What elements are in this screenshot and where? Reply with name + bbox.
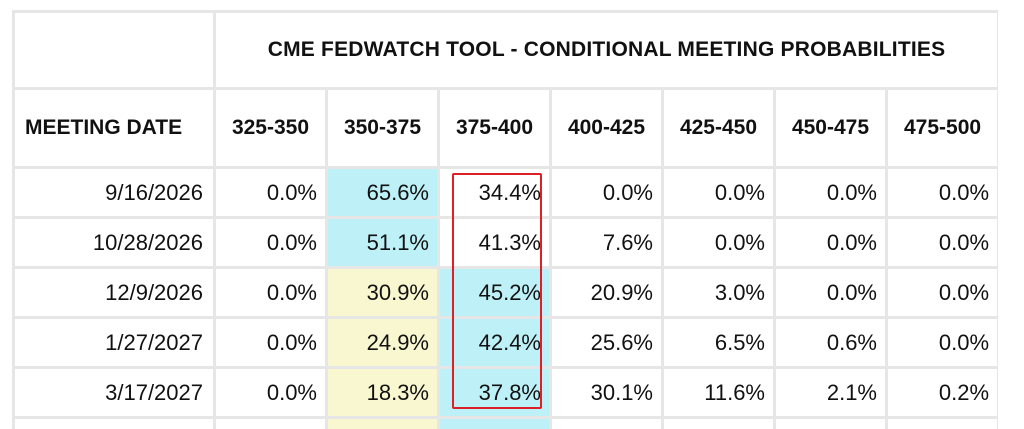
probability-cell: 0.6% [776, 319, 885, 366]
column-header-meeting-date: MEETING DATE [15, 90, 213, 166]
column-header-425-450: 425-450 [664, 90, 773, 166]
probability-cell-highlighted: 42.4% [440, 319, 549, 366]
probability-cell: 41.3% [440, 219, 549, 266]
probability-cell: 0.0% [216, 219, 325, 266]
column-header-450-475: 450-475 [776, 90, 885, 166]
probability-cell-highlighted: 65.6% [328, 169, 437, 216]
fedwatch-probability-table: CME FEDWATCH TOOL - CONDITIONAL MEETING … [12, 10, 998, 429]
table-row: 1/27/2027 0.0% 24.9% 42.4% 25.6% 6.5% 0.… [15, 319, 998, 366]
empty-cell [776, 419, 885, 429]
probability-cell: 30.1% [552, 369, 661, 416]
meeting-date-cell: 1/27/2027 [15, 319, 213, 366]
table-row: 12/9/2026 0.0% 30.9% 45.2% 20.9% 3.0% 0.… [15, 269, 998, 316]
probability-cell: 0.0% [664, 219, 773, 266]
probability-cell-highlighted: 37.8% [440, 369, 549, 416]
table-row: 3/17/2027 0.0% 18.3% 37.8% 30.1% 11.6% 2… [15, 369, 998, 416]
empty-cell [216, 419, 325, 429]
corner-cell [15, 13, 213, 87]
meeting-date-cell: 12/9/2026 [15, 269, 213, 316]
probability-cell: 0.2% [888, 369, 998, 416]
column-header-475-500: 475-500 [888, 90, 998, 166]
probability-cell-highlighted: 45.2% [440, 269, 549, 316]
probability-cell: 3.0% [664, 269, 773, 316]
column-header-375-400: 375-400 [440, 90, 549, 166]
table-row: 10/28/2026 0.0% 51.1% 41.3% 7.6% 0.0% 0.… [15, 219, 998, 266]
fedwatch-table-frame: CME FEDWATCH TOOL - CONDITIONAL MEETING … [12, 10, 998, 429]
meeting-date-cell: 3/17/2027 [15, 369, 213, 416]
probability-cell: 0.0% [664, 169, 773, 216]
column-header-400-425: 400-425 [552, 90, 661, 166]
empty-cell-highlighted [440, 419, 549, 429]
probability-cell-highlighted: 51.1% [328, 219, 437, 266]
empty-cell [888, 419, 998, 429]
probability-cell: 0.0% [216, 369, 325, 416]
probability-cell: 0.0% [888, 269, 998, 316]
probability-cell-highlighted: 18.3% [328, 369, 437, 416]
table-row-cut-off [15, 419, 998, 429]
probability-cell: 0.0% [888, 319, 998, 366]
probability-cell: 2.1% [776, 369, 885, 416]
probability-cell: 0.0% [216, 169, 325, 216]
probability-cell: 34.4% [440, 169, 549, 216]
probability-cell: 0.0% [888, 169, 998, 216]
empty-cell [552, 419, 661, 429]
probability-cell: 0.0% [216, 269, 325, 316]
probability-cell: 0.0% [552, 169, 661, 216]
empty-cell-highlighted [328, 419, 437, 429]
meeting-date-cell: 9/16/2026 [15, 169, 213, 216]
probability-cell: 25.6% [552, 319, 661, 366]
probability-cell: 6.5% [664, 319, 773, 366]
empty-cell [664, 419, 773, 429]
table-title: CME FEDWATCH TOOL - CONDITIONAL MEETING … [216, 13, 998, 87]
meeting-date-cell: 10/28/2026 [15, 219, 213, 266]
probability-cell-highlighted: 24.9% [328, 319, 437, 366]
probability-cell: 0.0% [776, 269, 885, 316]
empty-cell [15, 419, 213, 429]
probability-cell: 0.0% [888, 219, 998, 266]
table-row: 9/16/2026 0.0% 65.6% 34.4% 0.0% 0.0% 0.0… [15, 169, 998, 216]
column-header-350-375: 350-375 [328, 90, 437, 166]
probability-cell: 0.0% [776, 169, 885, 216]
column-header-325-350: 325-350 [216, 90, 325, 166]
probability-cell: 11.6% [664, 369, 773, 416]
probability-cell: 20.9% [552, 269, 661, 316]
probability-cell: 7.6% [552, 219, 661, 266]
probability-cell: 0.0% [216, 319, 325, 366]
probability-cell-highlighted: 30.9% [328, 269, 437, 316]
probability-cell: 0.0% [776, 219, 885, 266]
